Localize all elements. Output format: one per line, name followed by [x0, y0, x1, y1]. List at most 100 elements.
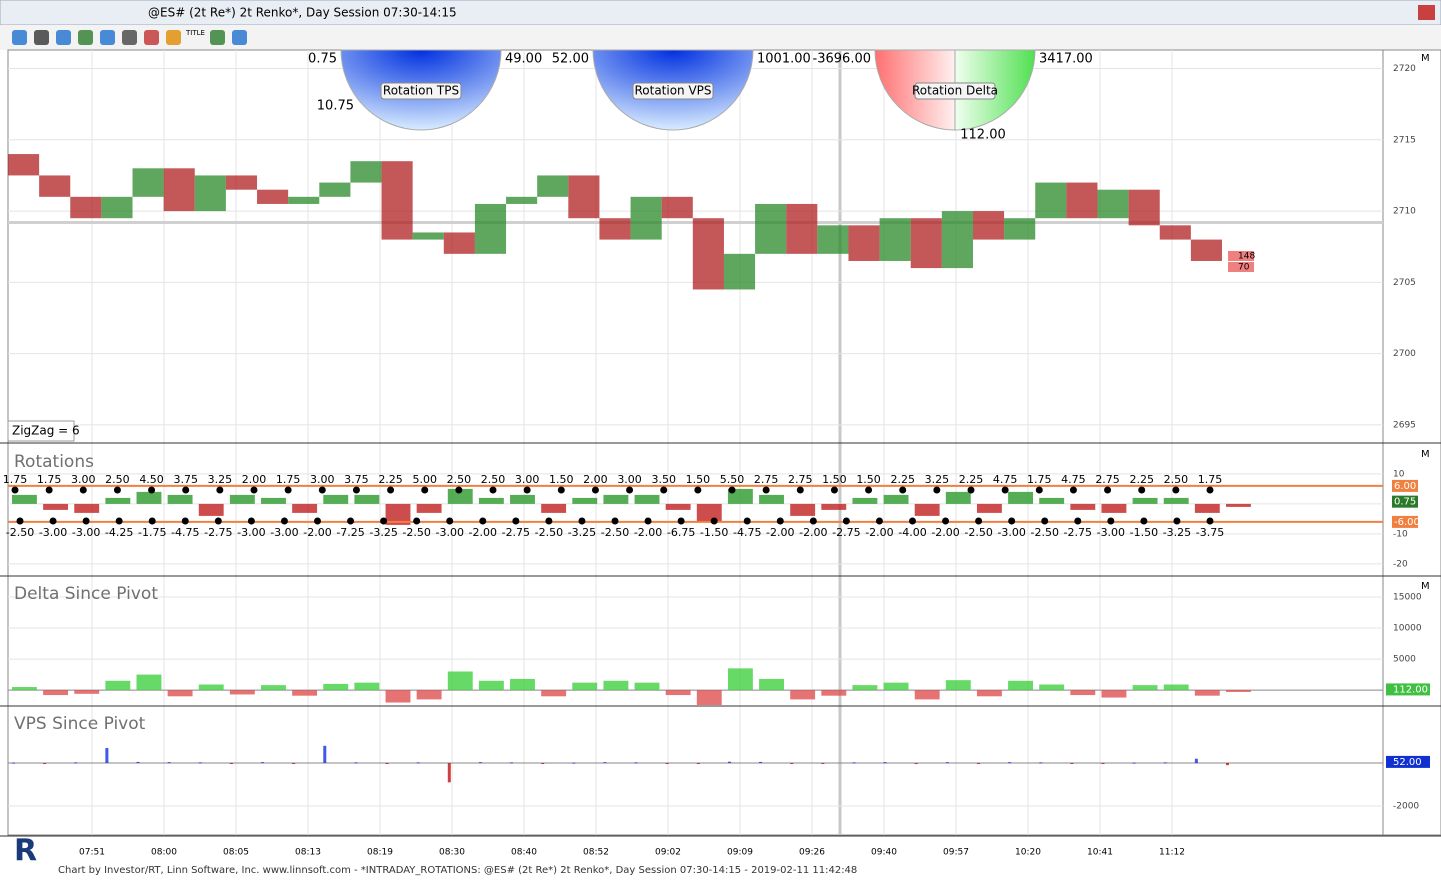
- pivot-dot: [284, 486, 292, 494]
- pivot-dot: [545, 517, 553, 525]
- window-title: @ES# (2t Re*) 2t Renko*, Day Session 07:…: [148, 6, 457, 20]
- pivot-dot: [280, 517, 288, 525]
- y-tick-label: -10: [1393, 529, 1408, 539]
- pivot-low-label: -4.75: [171, 526, 199, 539]
- tool-icon[interactable]: [56, 30, 71, 45]
- pivot-high-label: 3.00: [71, 473, 96, 486]
- y-tick-label: 15000: [1393, 592, 1422, 602]
- histogram-bar: [198, 684, 224, 691]
- renko-brick: [1066, 182, 1098, 219]
- panel-button[interactable]: M: [1421, 53, 1430, 64]
- band-label: -6.00: [1394, 517, 1420, 528]
- gauge-left: -3696.00: [813, 52, 871, 67]
- pivot-low-label: -3.75: [1196, 526, 1224, 539]
- pivot-dot: [250, 486, 258, 494]
- gauge-title-box: [632, 82, 714, 100]
- tool-icon[interactable]: [232, 30, 247, 45]
- rotation-bar: [1163, 497, 1189, 504]
- pivot-low-label: -2.50: [6, 526, 34, 539]
- tool-icon[interactable]: [210, 30, 225, 45]
- pivot-low-label: -3.00: [39, 526, 67, 539]
- x-tick-label: 08:30: [439, 848, 465, 858]
- histogram-bar: [292, 763, 296, 765]
- x-tick-label: 08:19: [367, 848, 393, 858]
- rotation-bar: [1101, 503, 1127, 513]
- x-tick-label: 10:41: [1087, 848, 1113, 858]
- tool-icon[interactable]: [100, 30, 115, 45]
- rotation-bar: [43, 503, 69, 510]
- y-tick-label: 2705: [1393, 278, 1416, 288]
- x-tick-label: 11:12: [1159, 848, 1185, 858]
- pivot-low-label: -3.25: [568, 526, 596, 539]
- pivot-low-label: -3.00: [237, 526, 265, 539]
- pivot-dot: [45, 486, 53, 494]
- gauge-left: 52.00: [552, 52, 589, 67]
- pivot-low-label: -3.00: [997, 526, 1025, 539]
- pivot-dot: [455, 486, 463, 494]
- pivot-low-label: -6.75: [667, 526, 695, 539]
- y-tick-label: 5000: [1393, 655, 1416, 665]
- pivot-low-label: -2.00: [303, 526, 331, 539]
- pivot-low-label: -2.00: [469, 526, 497, 539]
- renko-brick: [599, 218, 631, 240]
- title-tool[interactable]: TITLE: [185, 29, 205, 37]
- pivot-dot: [933, 486, 941, 494]
- histogram-bar: [759, 761, 763, 764]
- last-label-box: [1228, 251, 1254, 261]
- band-label-box: [1392, 479, 1418, 492]
- panel-button[interactable]: M: [1421, 449, 1430, 460]
- tool-icon[interactable]: [144, 30, 159, 45]
- tool-icon[interactable]: [166, 30, 181, 45]
- histogram-bar: [292, 690, 318, 696]
- renko-brick: [39, 175, 71, 197]
- histogram-bar: [261, 762, 265, 764]
- renko-brick: [1190, 239, 1222, 261]
- histogram-bar: [914, 690, 940, 700]
- renko-brick: [848, 225, 880, 261]
- histogram-bar: [821, 763, 825, 765]
- pivot-high-label: 4.75: [1061, 473, 1086, 486]
- pivot-dot: [942, 517, 950, 525]
- pivot-dot: [611, 517, 619, 525]
- band-label: 6.00: [1394, 481, 1416, 492]
- histogram-bar: [914, 763, 918, 765]
- pivot-high-label: 2.50: [1164, 473, 1189, 486]
- histogram-bar: [541, 690, 567, 697]
- tool-icon[interactable]: [122, 30, 137, 45]
- tool-icon[interactable]: [34, 30, 49, 45]
- pivot-dot: [762, 486, 770, 494]
- pivot-high-label: 1.75: [276, 473, 301, 486]
- x-tick-label: 09:40: [871, 848, 897, 858]
- rotation-bar: [167, 494, 193, 504]
- close-button[interactable]: [1418, 5, 1435, 20]
- histogram-bar: [603, 762, 607, 764]
- pivot-dot: [247, 517, 255, 525]
- histogram-bar: [1070, 690, 1096, 696]
- x-tick-label: 07:51: [79, 848, 105, 858]
- pivot-high-label: 1.75: [3, 473, 28, 486]
- pivot-low-label: -4.25: [105, 526, 133, 539]
- rotation-bar: [1008, 491, 1034, 504]
- pivot-high-label: 1.75: [1198, 473, 1223, 486]
- histogram-bar: [1008, 680, 1034, 691]
- renko-brick: [1097, 189, 1129, 219]
- histogram-bar: [945, 680, 971, 691]
- panel-button[interactable]: M: [1421, 581, 1430, 592]
- histogram-bar: [790, 763, 794, 765]
- pivot-dot: [776, 517, 784, 525]
- histogram-bar: [261, 685, 286, 691]
- pivot-high-label: 1.75: [1027, 473, 1052, 486]
- pivot-low-label: -2.00: [766, 526, 794, 539]
- pivot-high-label: 2.50: [481, 473, 506, 486]
- tool-icon[interactable]: [78, 30, 93, 45]
- pivot-low-label: -2.00: [634, 526, 662, 539]
- rotation-bar: [354, 494, 380, 504]
- histogram-bar: [1101, 690, 1127, 698]
- pivot-dot: [11, 486, 19, 494]
- histogram-bar: [12, 686, 37, 691]
- histogram-bar: [136, 674, 162, 691]
- histogram-bar: [1008, 762, 1012, 764]
- pivot-dot: [660, 486, 668, 494]
- current-label: 112.00: [1393, 684, 1428, 695]
- tool-icon[interactable]: [12, 30, 27, 45]
